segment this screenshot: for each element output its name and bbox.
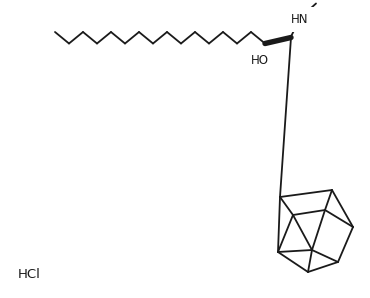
Text: HO: HO [251, 54, 269, 67]
Text: HN: HN [291, 13, 309, 26]
Text: HCl: HCl [18, 268, 41, 282]
